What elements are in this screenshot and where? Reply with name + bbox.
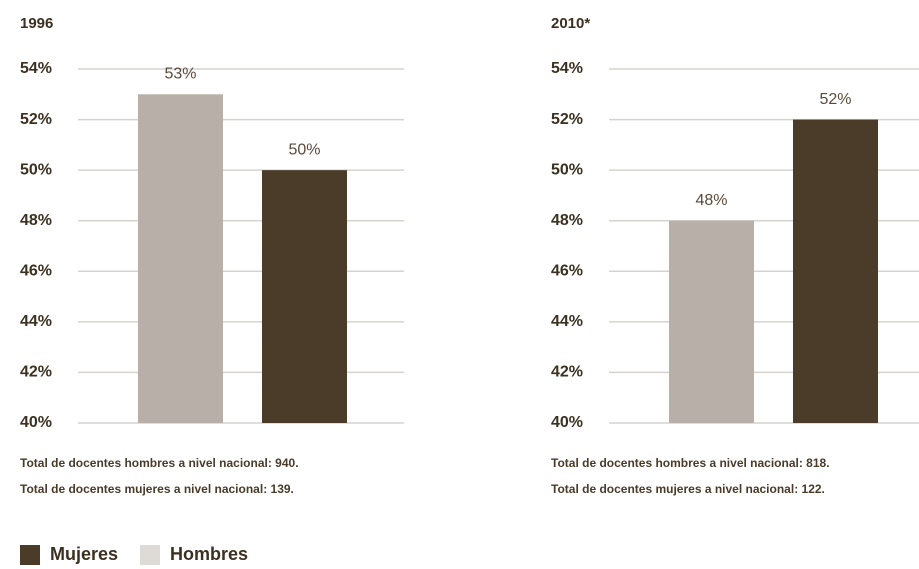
- data-label-mujeres-1: 52%: [819, 91, 851, 108]
- note-mujeres-2010: Total de docentes mujeres a nivel nacion…: [551, 482, 825, 496]
- data-label-hombres-0: 53%: [164, 66, 196, 83]
- y-tick-label-0-1: 42%: [20, 364, 52, 381]
- y-tick-label-1-7: 54%: [551, 60, 583, 77]
- legend-swatch-hombres: [140, 544, 161, 565]
- note-hombres-2010: Total de docentes hombres a nivel nacion…: [551, 456, 830, 470]
- y-tick-label-0-2: 44%: [20, 313, 52, 330]
- y-tick-label-0-6: 52%: [20, 111, 52, 128]
- chart-title-0: 1996: [20, 15, 53, 32]
- y-tick-label-0-7: 54%: [20, 60, 52, 77]
- y-tick-label-1-2: 44%: [551, 313, 583, 330]
- bar-mujeres-0: [262, 170, 347, 423]
- note-mujeres-1996: Total de docentes mujeres a nivel nacion…: [20, 482, 294, 496]
- y-tick-label-0-3: 46%: [20, 263, 52, 280]
- y-tick-label-1-0: 40%: [551, 414, 583, 431]
- note-hombres-1996: Total de docentes hombres a nivel nacion…: [20, 456, 299, 470]
- y-tick-label-1-4: 48%: [551, 212, 583, 229]
- y-tick-label-0-5: 50%: [20, 161, 52, 178]
- bar-hombres-0: [138, 94, 223, 424]
- legend-label-mujeres: Mujeres: [50, 544, 119, 564]
- y-tick-label-0-4: 48%: [20, 212, 52, 229]
- legend-item-mujeres: Mujeres: [20, 544, 118, 565]
- legend-label-hombres: Hombres: [170, 544, 249, 564]
- chart-title-1: 2010*: [551, 15, 590, 32]
- data-label-hombres-1: 48%: [695, 192, 727, 209]
- y-tick-label-1-3: 46%: [551, 263, 583, 280]
- legend-item-hombres: Hombres: [140, 544, 248, 565]
- legend-swatch-mujeres: [20, 544, 40, 565]
- y-tick-label-1-5: 50%: [551, 161, 583, 178]
- y-tick-label-0-0: 40%: [20, 414, 52, 431]
- bar-mujeres-1: [793, 119, 878, 424]
- legend: Mujeres Hombres: [20, 544, 270, 565]
- data-label-mujeres-0: 50%: [288, 141, 320, 158]
- bar-hombres-1: [669, 220, 754, 423]
- y-tick-label-1-1: 42%: [551, 364, 583, 381]
- y-tick-label-1-6: 52%: [551, 111, 583, 128]
